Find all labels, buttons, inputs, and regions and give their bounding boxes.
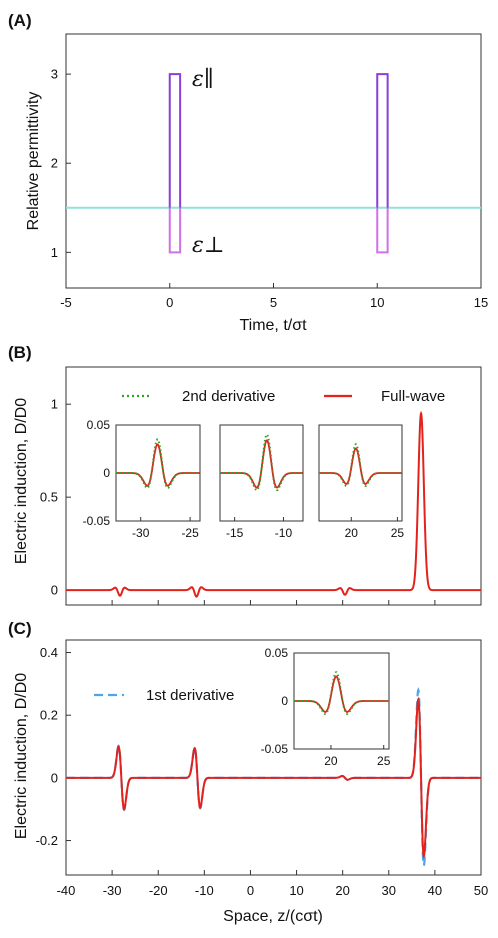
inset-2nd-derivative-curve xyxy=(294,671,389,715)
panel-a-label: (A) xyxy=(8,11,32,30)
inset-1: -30 -25 0.05 0 -0.05 xyxy=(83,418,201,540)
full-wave-curve xyxy=(66,696,481,859)
legend-label-2nd-derivative: 2nd derivative xyxy=(182,388,275,405)
inset-x-tick-label: -10 xyxy=(275,526,293,540)
x-tick-label: 30 xyxy=(382,883,396,898)
inset-2nd-derivative-curve xyxy=(116,438,200,490)
y-tick-label: 0.5 xyxy=(40,490,58,505)
x-tick-label: 20 xyxy=(335,883,349,898)
inset-y-tick-label: 0 xyxy=(281,694,288,708)
panel-b-ylabel: Electric induction, D/D0 xyxy=(13,398,30,564)
panel-c: (C) -40 -30 -20 -10 0 10 20 30 40 50 0.4 0.2 0 -0.2 1… xyxy=(8,619,488,925)
inset-2: -15 -10 xyxy=(219,424,304,540)
legend-label-full-wave: Full-wave xyxy=(381,388,445,405)
x-tick-label: 15 xyxy=(474,295,488,310)
y-tick-label: -0.2 xyxy=(36,833,58,848)
inset-x-tick-label: 25 xyxy=(377,754,391,768)
panel-c-xlabel: Space, z/(cσt) xyxy=(223,908,323,925)
x-tick-label: 50 xyxy=(474,883,488,898)
x-tick-label: 0 xyxy=(166,295,173,310)
panel-a-frame xyxy=(65,33,482,289)
x-tick-label: 0 xyxy=(247,883,254,898)
x-tick-label: 10 xyxy=(289,883,303,898)
inset-x-tick-label: -25 xyxy=(181,526,199,540)
x-tick-label: -30 xyxy=(103,883,122,898)
y-tick-label: 0.2 xyxy=(40,708,58,723)
x-tick-label: -5 xyxy=(60,295,72,310)
panel-c-frame xyxy=(65,639,482,876)
inset-y-tick-label: 0 xyxy=(103,466,110,480)
eps-parallel-annotation: ε∥ xyxy=(192,67,214,92)
eps-perp-pulse xyxy=(376,207,389,254)
legend-label-1st-derivative: 1st derivative xyxy=(146,687,234,704)
x-tick-label: 40 xyxy=(428,883,442,898)
full-wave-curve xyxy=(66,410,481,598)
inset-x-tick-label: -30 xyxy=(132,526,150,540)
eps-perp-pulse xyxy=(168,207,182,254)
y-tick-label: 1 xyxy=(51,245,58,260)
panel-c-label: (C) xyxy=(8,619,32,638)
x-tick-label: -40 xyxy=(57,883,76,898)
inset-x-tick-label: 20 xyxy=(345,526,359,540)
inset-c: 20 25 0.05 0 -0.05 xyxy=(261,646,391,768)
panel-b: (B) 0 0.5 1 2nd derivative Full-wave -30 -2… xyxy=(8,343,482,606)
x-tick-label: 5 xyxy=(270,295,277,310)
inset-x-tick-label: 20 xyxy=(324,754,338,768)
inset-y-tick-label: -0.05 xyxy=(83,514,111,528)
eps-parallel-pulse xyxy=(376,73,389,208)
panel-a: (A) -5 0 5 10 15 1 2 3 ε∥ ε⊥ Relative permittiv… xyxy=(8,11,488,334)
inset-x-tick-label: -15 xyxy=(226,526,244,540)
y-tick-label: 0 xyxy=(51,583,58,598)
x-tick-label: 10 xyxy=(370,295,384,310)
eps-perp-annotation: ε⊥ xyxy=(192,233,225,258)
inset-full-wave-curve xyxy=(220,439,303,489)
y-tick-label: 1 xyxy=(51,397,58,412)
y-tick-label: 0 xyxy=(51,770,58,785)
y-tick-label: 2 xyxy=(51,156,58,171)
inset-2nd-derivative-curve xyxy=(319,443,402,487)
inset-3: 20 25 xyxy=(318,424,405,540)
panel-a-ylabel: Relative permittivity xyxy=(25,92,42,231)
x-tick-label: -20 xyxy=(149,883,168,898)
x-tick-label: -10 xyxy=(195,883,214,898)
panel-b-frame xyxy=(65,366,482,606)
eps-parallel-pulse xyxy=(168,73,182,208)
y-tick-label: 3 xyxy=(51,67,58,82)
inset-x-tick-label: 25 xyxy=(391,526,405,540)
inset-y-tick-label: -0.05 xyxy=(261,742,289,756)
panel-a-xlabel: Time, t/σt xyxy=(239,317,307,334)
panel-b-label: (B) xyxy=(8,343,32,362)
panel-c-ylabel: Electric induction, D/D0 xyxy=(13,673,30,839)
y-tick-label: 0.4 xyxy=(40,645,58,660)
inset-y-tick-label: 0.05 xyxy=(87,418,111,432)
inset-y-tick-label: 0.05 xyxy=(265,646,289,660)
